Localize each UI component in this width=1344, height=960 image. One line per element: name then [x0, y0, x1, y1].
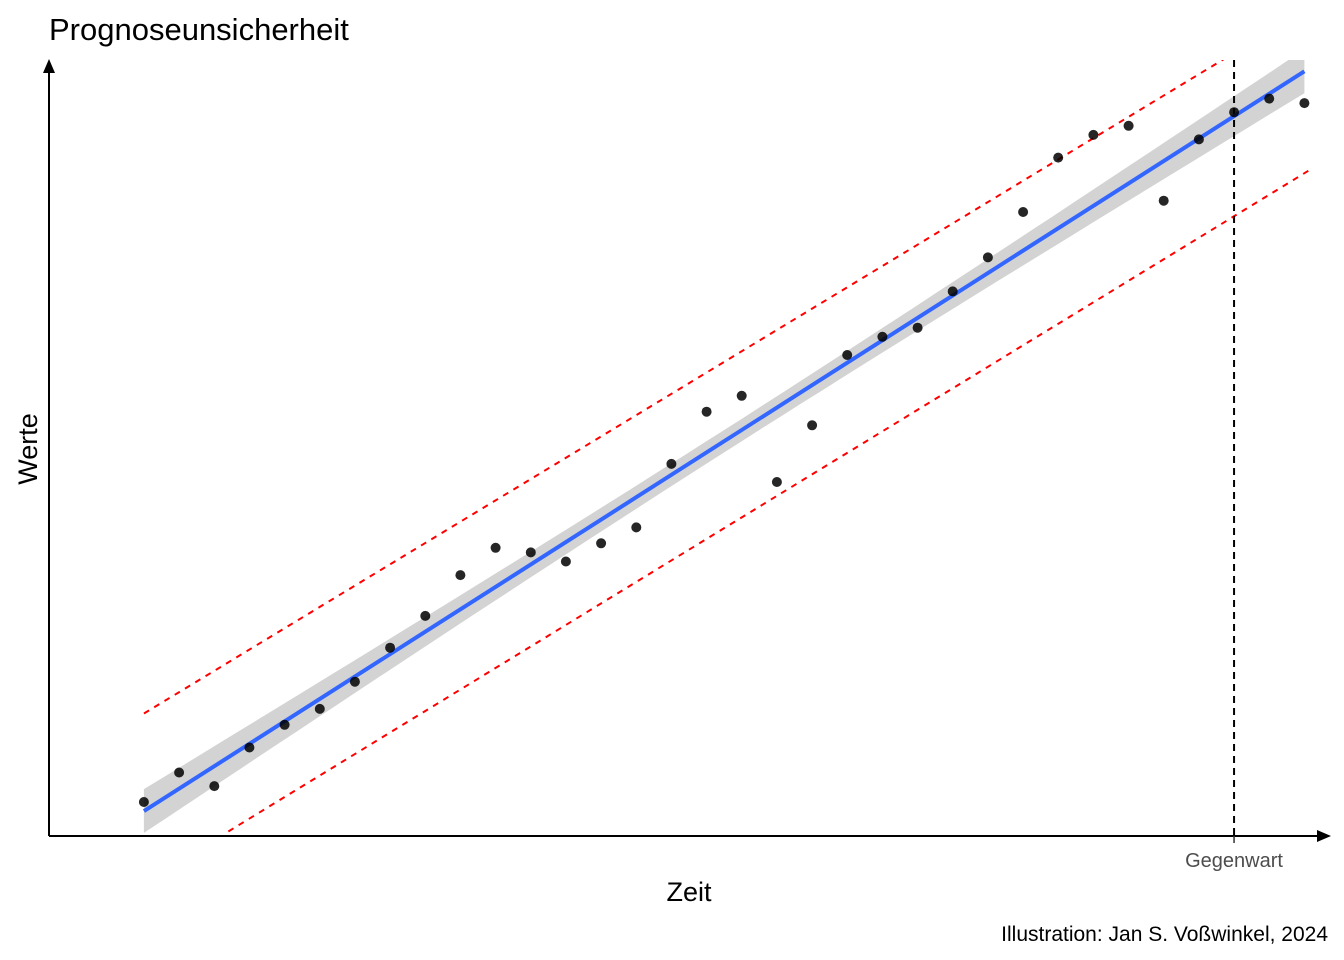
data-point: [138, 797, 149, 807]
data-point: [314, 703, 325, 714]
data-point: [1158, 195, 1169, 206]
data-point: [1123, 120, 1134, 131]
data-point: [1299, 98, 1310, 109]
confidence-ribbon: [143, 60, 1305, 833]
data-point: [771, 477, 782, 487]
data-point: [1264, 93, 1275, 104]
x-axis-arrow-icon: [1317, 830, 1331, 842]
data-point: [455, 570, 466, 581]
data-point: [1018, 207, 1029, 217]
data-point: [666, 458, 677, 469]
data-point: [420, 610, 431, 621]
data-point: [385, 642, 396, 653]
data-point: [947, 286, 958, 297]
data-point: [1053, 152, 1064, 163]
prediction-band-upper: [143, 60, 1225, 715]
axes: Gegenwart: [43, 59, 1331, 872]
prediction-band-lower: [227, 168, 1312, 833]
data-point: [631, 522, 642, 533]
data-point: [1229, 107, 1240, 118]
data-point: [1088, 129, 1099, 140]
data-point: [174, 767, 185, 778]
y-axis-arrow-icon: [43, 59, 55, 73]
regression-line: [142, 69, 1306, 813]
data-point: [349, 676, 360, 687]
x-axis-ticks: Gegenwart: [1185, 836, 1283, 872]
data-point: [877, 331, 888, 342]
chart-caption: Illustration: Jan S. Voßwinkel, 2024: [1001, 923, 1328, 946]
data-point: [525, 547, 536, 558]
data-point: [560, 556, 571, 567]
data-point: [982, 252, 993, 263]
data-point: [596, 538, 607, 549]
data-point: [912, 322, 923, 333]
data-point: [209, 781, 220, 792]
chart-title: Prognoseunsicherheit: [49, 12, 349, 47]
data-point: [490, 542, 501, 553]
data-point: [807, 420, 818, 431]
plot-area: [138, 60, 1312, 836]
data-point: [1193, 134, 1204, 145]
data-points: [138, 93, 1310, 807]
data-point: [842, 350, 853, 360]
y-axis-label: Werte: [13, 413, 43, 485]
data-point: [701, 406, 712, 417]
x-axis-label: Zeit: [666, 877, 712, 907]
x-tick-label: Gegenwart: [1185, 850, 1283, 872]
data-point: [279, 719, 290, 730]
data-point: [244, 742, 255, 753]
data-point: [736, 390, 747, 401]
